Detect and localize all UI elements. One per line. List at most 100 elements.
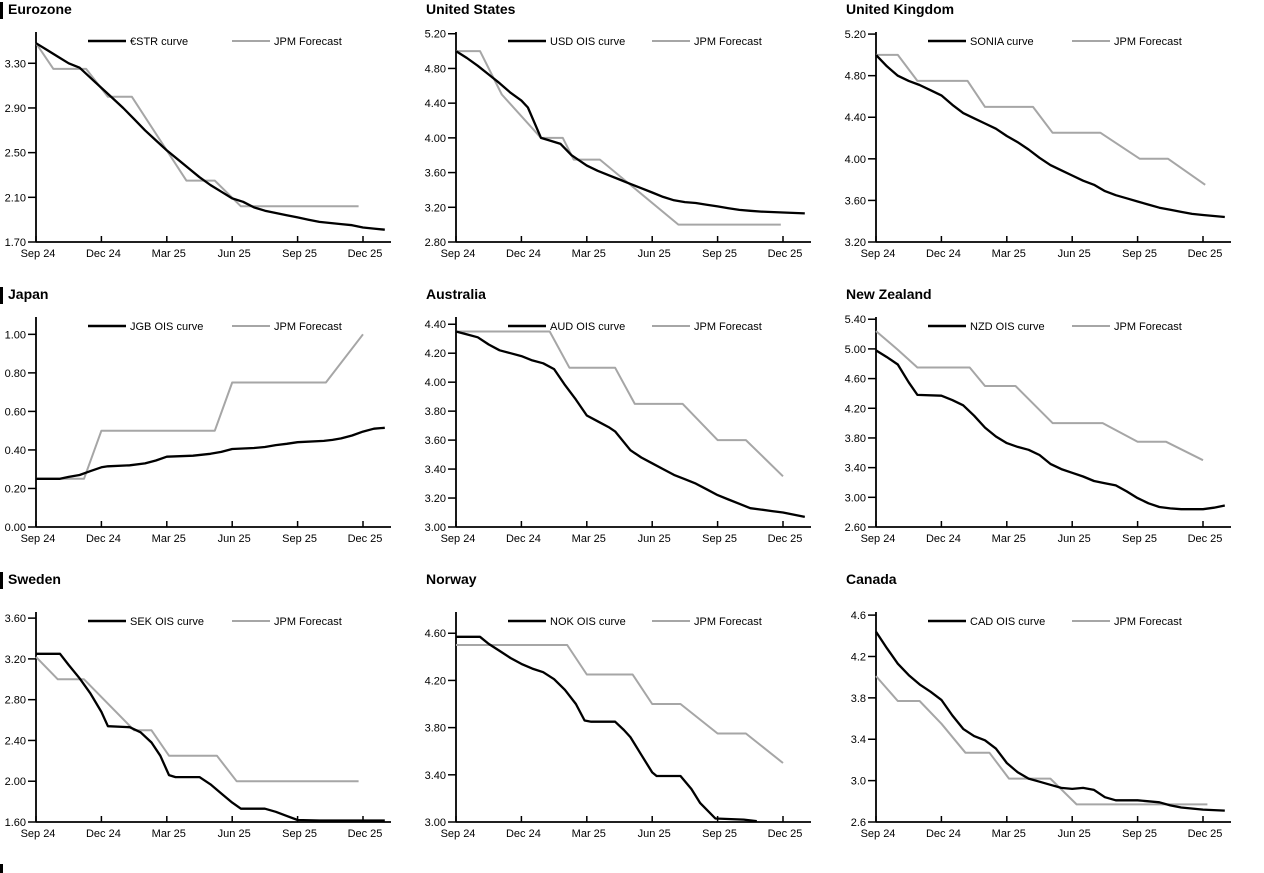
chart-plot-japan: 0.00 0.20 0.40 0.60 0.80 1.00 Sep 24 Dec 24 Mar … (5, 317, 391, 545)
chart-plot-eurozone: 1.70 2.10 2.50 2.90 3.30 Sep 24 Dec 24 Mar 25 Ju… (5, 32, 391, 260)
svg-text:Sep 24: Sep 24 (861, 248, 896, 260)
svg-text:0.80: 0.80 (5, 368, 26, 380)
svg-text:Jun 25: Jun 25 (638, 828, 671, 840)
svg-text:Sep 25: Sep 25 (1122, 828, 1157, 840)
svg-text:Sep 24: Sep 24 (21, 533, 56, 545)
svg-text:4.40: 4.40 (845, 112, 866, 124)
svg-text:4.40: 4.40 (425, 98, 446, 110)
page-edge-marker (0, 864, 3, 873)
svg-text:1.60: 1.60 (5, 817, 26, 829)
svg-text:4.80: 4.80 (845, 71, 866, 83)
svg-text:Sep 25: Sep 25 (282, 248, 317, 260)
svg-text:Dec 24: Dec 24 (926, 828, 961, 840)
svg-text:Sep 25: Sep 25 (282, 828, 317, 840)
chart-panel-norway: Norway 3.00 3.40 3.80 4.20 4.60 Sep 24 Dec 24 M… (420, 570, 840, 873)
svg-text:Mar 25: Mar 25 (992, 248, 1026, 260)
svg-text:JPM Forecast: JPM Forecast (274, 321, 342, 333)
svg-text:Jun 25: Jun 25 (1058, 248, 1091, 260)
svg-text:2.60: 2.60 (845, 522, 866, 534)
svg-text:3.80: 3.80 (845, 433, 866, 445)
svg-text:Sep 24: Sep 24 (441, 828, 476, 840)
chart-plot-united-states: 2.80 3.20 3.60 4.00 4.40 4.80 5.20 Sep 24 Dec 24… (425, 29, 811, 260)
svg-text:Dec 24: Dec 24 (506, 248, 541, 260)
svg-text:CAD OIS curve: CAD OIS curve (970, 616, 1045, 628)
svg-text:Dec 25: Dec 25 (348, 533, 383, 545)
svg-text:€STR curve: €STR curve (130, 36, 188, 48)
chart-title-norway: Norway (426, 571, 477, 587)
chart-panel-united-kingdom: United Kingdom 3.20 3.60 4.00 4.40 4.80 5.20 S… (840, 0, 1264, 285)
chart-plot-australia: 3.00 3.20 3.40 3.60 3.80 4.00 4.20 4.40 Sep 24 De… (425, 317, 811, 545)
svg-text:AUD OIS curve: AUD OIS curve (550, 321, 625, 333)
svg-text:5.20: 5.20 (425, 29, 446, 41)
svg-text:Dec 24: Dec 24 (86, 248, 121, 260)
chart-panel-eurozone: Eurozone 1.70 2.10 2.50 2.90 3.30 Sep 24 Dec 2… (0, 0, 420, 285)
svg-text:4.6: 4.6 (851, 610, 866, 622)
svg-text:1.70: 1.70 (5, 237, 26, 249)
svg-text:NZD OIS curve: NZD OIS curve (970, 321, 1045, 333)
svg-text:3.40: 3.40 (845, 463, 866, 475)
svg-text:5.40: 5.40 (845, 314, 866, 326)
svg-text:5.20: 5.20 (845, 29, 866, 41)
svg-text:JPM Forecast: JPM Forecast (274, 616, 342, 628)
svg-text:Dec 25: Dec 25 (768, 828, 803, 840)
svg-text:4.60: 4.60 (425, 628, 446, 640)
svg-text:2.80: 2.80 (5, 695, 26, 707)
svg-text:3.4: 3.4 (851, 734, 866, 746)
svg-text:3.60: 3.60 (425, 435, 446, 447)
svg-text:3.60: 3.60 (5, 613, 26, 625)
chart-title-united-states: United States (426, 1, 516, 17)
svg-text:Sep 24: Sep 24 (21, 828, 56, 840)
chart-plot-sweden: 1.60 2.00 2.40 2.80 3.20 3.60 Sep 24 Dec 24 Mar … (5, 612, 391, 840)
svg-text:3.00: 3.00 (425, 817, 446, 829)
svg-text:Sep 24: Sep 24 (21, 248, 56, 260)
svg-text:Jun 25: Jun 25 (1058, 533, 1091, 545)
svg-text:Dec 25: Dec 25 (768, 533, 803, 545)
svg-text:Dec 24: Dec 24 (506, 533, 541, 545)
chart-title-new-zealand: New Zealand (846, 286, 932, 302)
svg-text:2.6: 2.6 (851, 817, 866, 829)
svg-text:1.00: 1.00 (5, 329, 26, 341)
svg-text:Dec 25: Dec 25 (348, 248, 383, 260)
svg-text:3.20: 3.20 (425, 202, 446, 214)
svg-text:USD OIS curve: USD OIS curve (550, 36, 625, 48)
svg-text:5.00: 5.00 (845, 344, 866, 356)
svg-text:3.20: 3.20 (425, 493, 446, 505)
svg-text:Mar 25: Mar 25 (572, 828, 606, 840)
svg-text:JPM Forecast: JPM Forecast (1114, 36, 1182, 48)
svg-text:0.40: 0.40 (5, 445, 26, 457)
svg-text:Sep 25: Sep 25 (702, 828, 737, 840)
svg-text:0.20: 0.20 (5, 483, 26, 495)
chart-title-eurozone: Eurozone (8, 1, 72, 17)
svg-text:3.80: 3.80 (425, 723, 446, 735)
svg-text:2.10: 2.10 (5, 192, 26, 204)
svg-text:4.20: 4.20 (425, 348, 446, 360)
svg-text:4.80: 4.80 (425, 63, 446, 75)
svg-text:Mar 25: Mar 25 (992, 828, 1026, 840)
chart-title-canada: Canada (846, 571, 897, 587)
svg-text:3.0: 3.0 (851, 776, 866, 788)
section-marker (0, 572, 3, 589)
chart-panel-new-zealand: New Zealand 2.60 3.00 3.40 3.80 4.20 4.60 5.00… (840, 285, 1264, 570)
svg-text:Jun 25: Jun 25 (638, 248, 671, 260)
svg-text:Dec 24: Dec 24 (86, 533, 121, 545)
chart-title-australia: Australia (426, 286, 486, 302)
svg-text:Mar 25: Mar 25 (152, 248, 186, 260)
svg-text:JGB OIS curve: JGB OIS curve (130, 321, 203, 333)
svg-text:Sep 25: Sep 25 (1122, 533, 1157, 545)
svg-text:Dec 25: Dec 25 (1188, 828, 1223, 840)
chart-panel-australia: Australia 3.00 3.20 3.40 3.60 3.80 4.00 4.20 4.… (420, 285, 840, 570)
svg-text:JPM Forecast: JPM Forecast (1114, 321, 1182, 333)
svg-text:Jun 25: Jun 25 (218, 248, 251, 260)
svg-text:Mar 25: Mar 25 (992, 533, 1026, 545)
svg-text:Jun 25: Jun 25 (638, 533, 671, 545)
svg-text:2.00: 2.00 (5, 776, 26, 788)
chart-panel-canada: Canada 2.6 3.0 3.4 3.8 4.2 4.6 Sep 24 Dec 24 Mar… (840, 570, 1264, 873)
svg-text:4.40: 4.40 (425, 319, 446, 331)
svg-text:4.00: 4.00 (425, 133, 446, 145)
svg-text:Dec 24: Dec 24 (926, 533, 961, 545)
svg-text:JPM Forecast: JPM Forecast (694, 321, 762, 333)
section-marker (0, 287, 3, 304)
svg-text:3.8: 3.8 (851, 693, 866, 705)
chart-panel-united-states: United States 2.80 3.20 3.60 4.00 4.40 4.80 5.… (420, 0, 840, 285)
